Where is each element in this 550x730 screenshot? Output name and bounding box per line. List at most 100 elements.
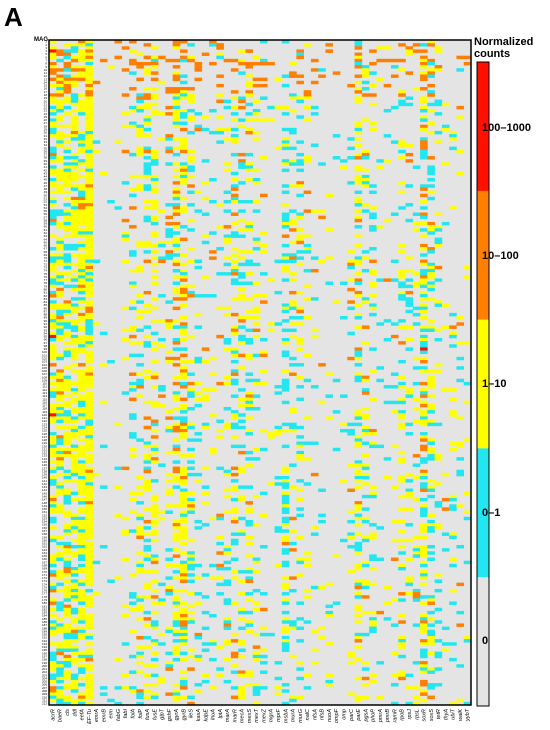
heatmap-cell bbox=[63, 65, 72, 69]
heatmap-cell bbox=[303, 105, 312, 110]
heatmap-cell bbox=[165, 253, 173, 257]
heatmap-cell bbox=[143, 171, 152, 176]
heatmap-cell bbox=[56, 49, 64, 53]
heatmap-cell bbox=[150, 538, 159, 543]
heatmap-cell bbox=[361, 494, 370, 499]
heatmap-cell bbox=[49, 570, 57, 574]
heatmap-cell bbox=[390, 385, 399, 389]
heatmap-cell bbox=[412, 212, 421, 216]
heatmap-cell bbox=[201, 359, 210, 364]
heatmap-cell bbox=[427, 403, 435, 408]
heatmap-cell bbox=[354, 438, 363, 442]
heatmap-cell bbox=[427, 686, 435, 690]
heatmap-cell bbox=[303, 96, 312, 100]
heatmap-frame bbox=[48, 39, 472, 706]
heatmap-cell bbox=[420, 432, 428, 436]
heatmap-cell bbox=[187, 168, 195, 173]
heatmap-cell bbox=[405, 278, 414, 282]
heatmap-cell bbox=[70, 529, 79, 533]
heatmap-cell bbox=[456, 441, 465, 445]
heatmap-cell bbox=[230, 231, 239, 235]
heatmap-cell bbox=[427, 231, 435, 235]
heatmap-cell bbox=[56, 391, 64, 395]
heatmap-cell bbox=[289, 372, 297, 376]
heatmap-cell bbox=[420, 416, 428, 420]
heatmap-cell bbox=[245, 463, 254, 467]
heatmap-cell bbox=[78, 234, 86, 238]
row-tick-label: 161 bbox=[42, 542, 47, 546]
heatmap-cell bbox=[376, 77, 384, 82]
heatmap-cell bbox=[85, 294, 93, 298]
heatmap-cell bbox=[361, 80, 370, 85]
heatmap-cell bbox=[78, 262, 86, 267]
heatmap-cell bbox=[70, 124, 79, 129]
heatmap-cell bbox=[281, 635, 290, 640]
heatmap-cell bbox=[49, 504, 57, 508]
row-tick-label: 126 bbox=[42, 432, 47, 436]
row-tick-label: 138 bbox=[42, 469, 47, 473]
heatmap-cell bbox=[85, 635, 93, 640]
legend-frame bbox=[476, 61, 490, 707]
heatmap-cell bbox=[78, 338, 86, 342]
heatmap-cell bbox=[143, 425, 152, 430]
heatmap-cell bbox=[420, 403, 428, 408]
row-tick-label: 44 bbox=[44, 175, 48, 179]
heatmap-cell bbox=[238, 49, 246, 53]
heatmap-cell bbox=[398, 614, 406, 618]
heatmap-cell bbox=[441, 507, 450, 511]
heatmap-cell bbox=[63, 55, 72, 60]
heatmap-cell bbox=[70, 165, 79, 169]
heatmap-cell bbox=[85, 341, 93, 345]
heatmap-cell bbox=[63, 196, 72, 201]
heatmap-cell bbox=[296, 49, 304, 53]
heatmap-cell bbox=[172, 319, 181, 323]
heatmap-cell bbox=[129, 447, 137, 452]
heatmap-cell bbox=[376, 58, 384, 63]
heatmap-cell bbox=[260, 447, 268, 452]
heatmap-cell bbox=[172, 168, 181, 173]
heatmap-cell bbox=[63, 334, 72, 339]
heatmap-cell bbox=[63, 595, 72, 599]
row-tick-label: 168 bbox=[42, 564, 47, 568]
heatmap-cell bbox=[296, 347, 304, 351]
heatmap-cell bbox=[172, 221, 181, 226]
heatmap-cell bbox=[56, 689, 64, 693]
heatmap-cell bbox=[412, 306, 421, 311]
heatmap-cell bbox=[63, 225, 72, 229]
heatmap-cell bbox=[260, 156, 268, 160]
heatmap-cell bbox=[172, 617, 181, 621]
heatmap-cell bbox=[165, 90, 173, 94]
heatmap-cell bbox=[354, 607, 363, 612]
heatmap-cell bbox=[412, 545, 421, 549]
heatmap-cell bbox=[201, 275, 210, 279]
heatmap-cell bbox=[121, 673, 130, 678]
heatmap-cell bbox=[143, 645, 152, 649]
heatmap-cell bbox=[129, 595, 137, 599]
heatmap-cell bbox=[201, 159, 210, 163]
heatmap-cell bbox=[434, 49, 443, 53]
heatmap-cell bbox=[150, 444, 159, 449]
heatmap-cell bbox=[49, 632, 57, 637]
heatmap-cell bbox=[63, 388, 72, 392]
heatmap-cell bbox=[449, 410, 457, 414]
heatmap-cell bbox=[369, 102, 377, 107]
heatmap-cell bbox=[70, 629, 79, 634]
heatmap-cell bbox=[49, 234, 57, 238]
heatmap-cell bbox=[354, 566, 363, 571]
heatmap-cell bbox=[376, 444, 384, 449]
heatmap-cell bbox=[49, 118, 57, 122]
heatmap-cell bbox=[63, 604, 72, 609]
heatmap-cell bbox=[85, 80, 93, 85]
heatmap-cell bbox=[245, 579, 254, 583]
heatmap-cell bbox=[121, 614, 130, 618]
heatmap-cell bbox=[463, 701, 472, 706]
heatmap-cell bbox=[63, 99, 72, 104]
heatmap-cell bbox=[179, 657, 188, 662]
heatmap-cell bbox=[129, 328, 137, 333]
heatmap-cell bbox=[354, 156, 363, 160]
heatmap-cell bbox=[179, 563, 188, 568]
heatmap-cell bbox=[434, 65, 443, 69]
heatmap-cell bbox=[303, 247, 312, 251]
heatmap-cell bbox=[78, 670, 86, 674]
heatmap-cell bbox=[172, 523, 181, 527]
